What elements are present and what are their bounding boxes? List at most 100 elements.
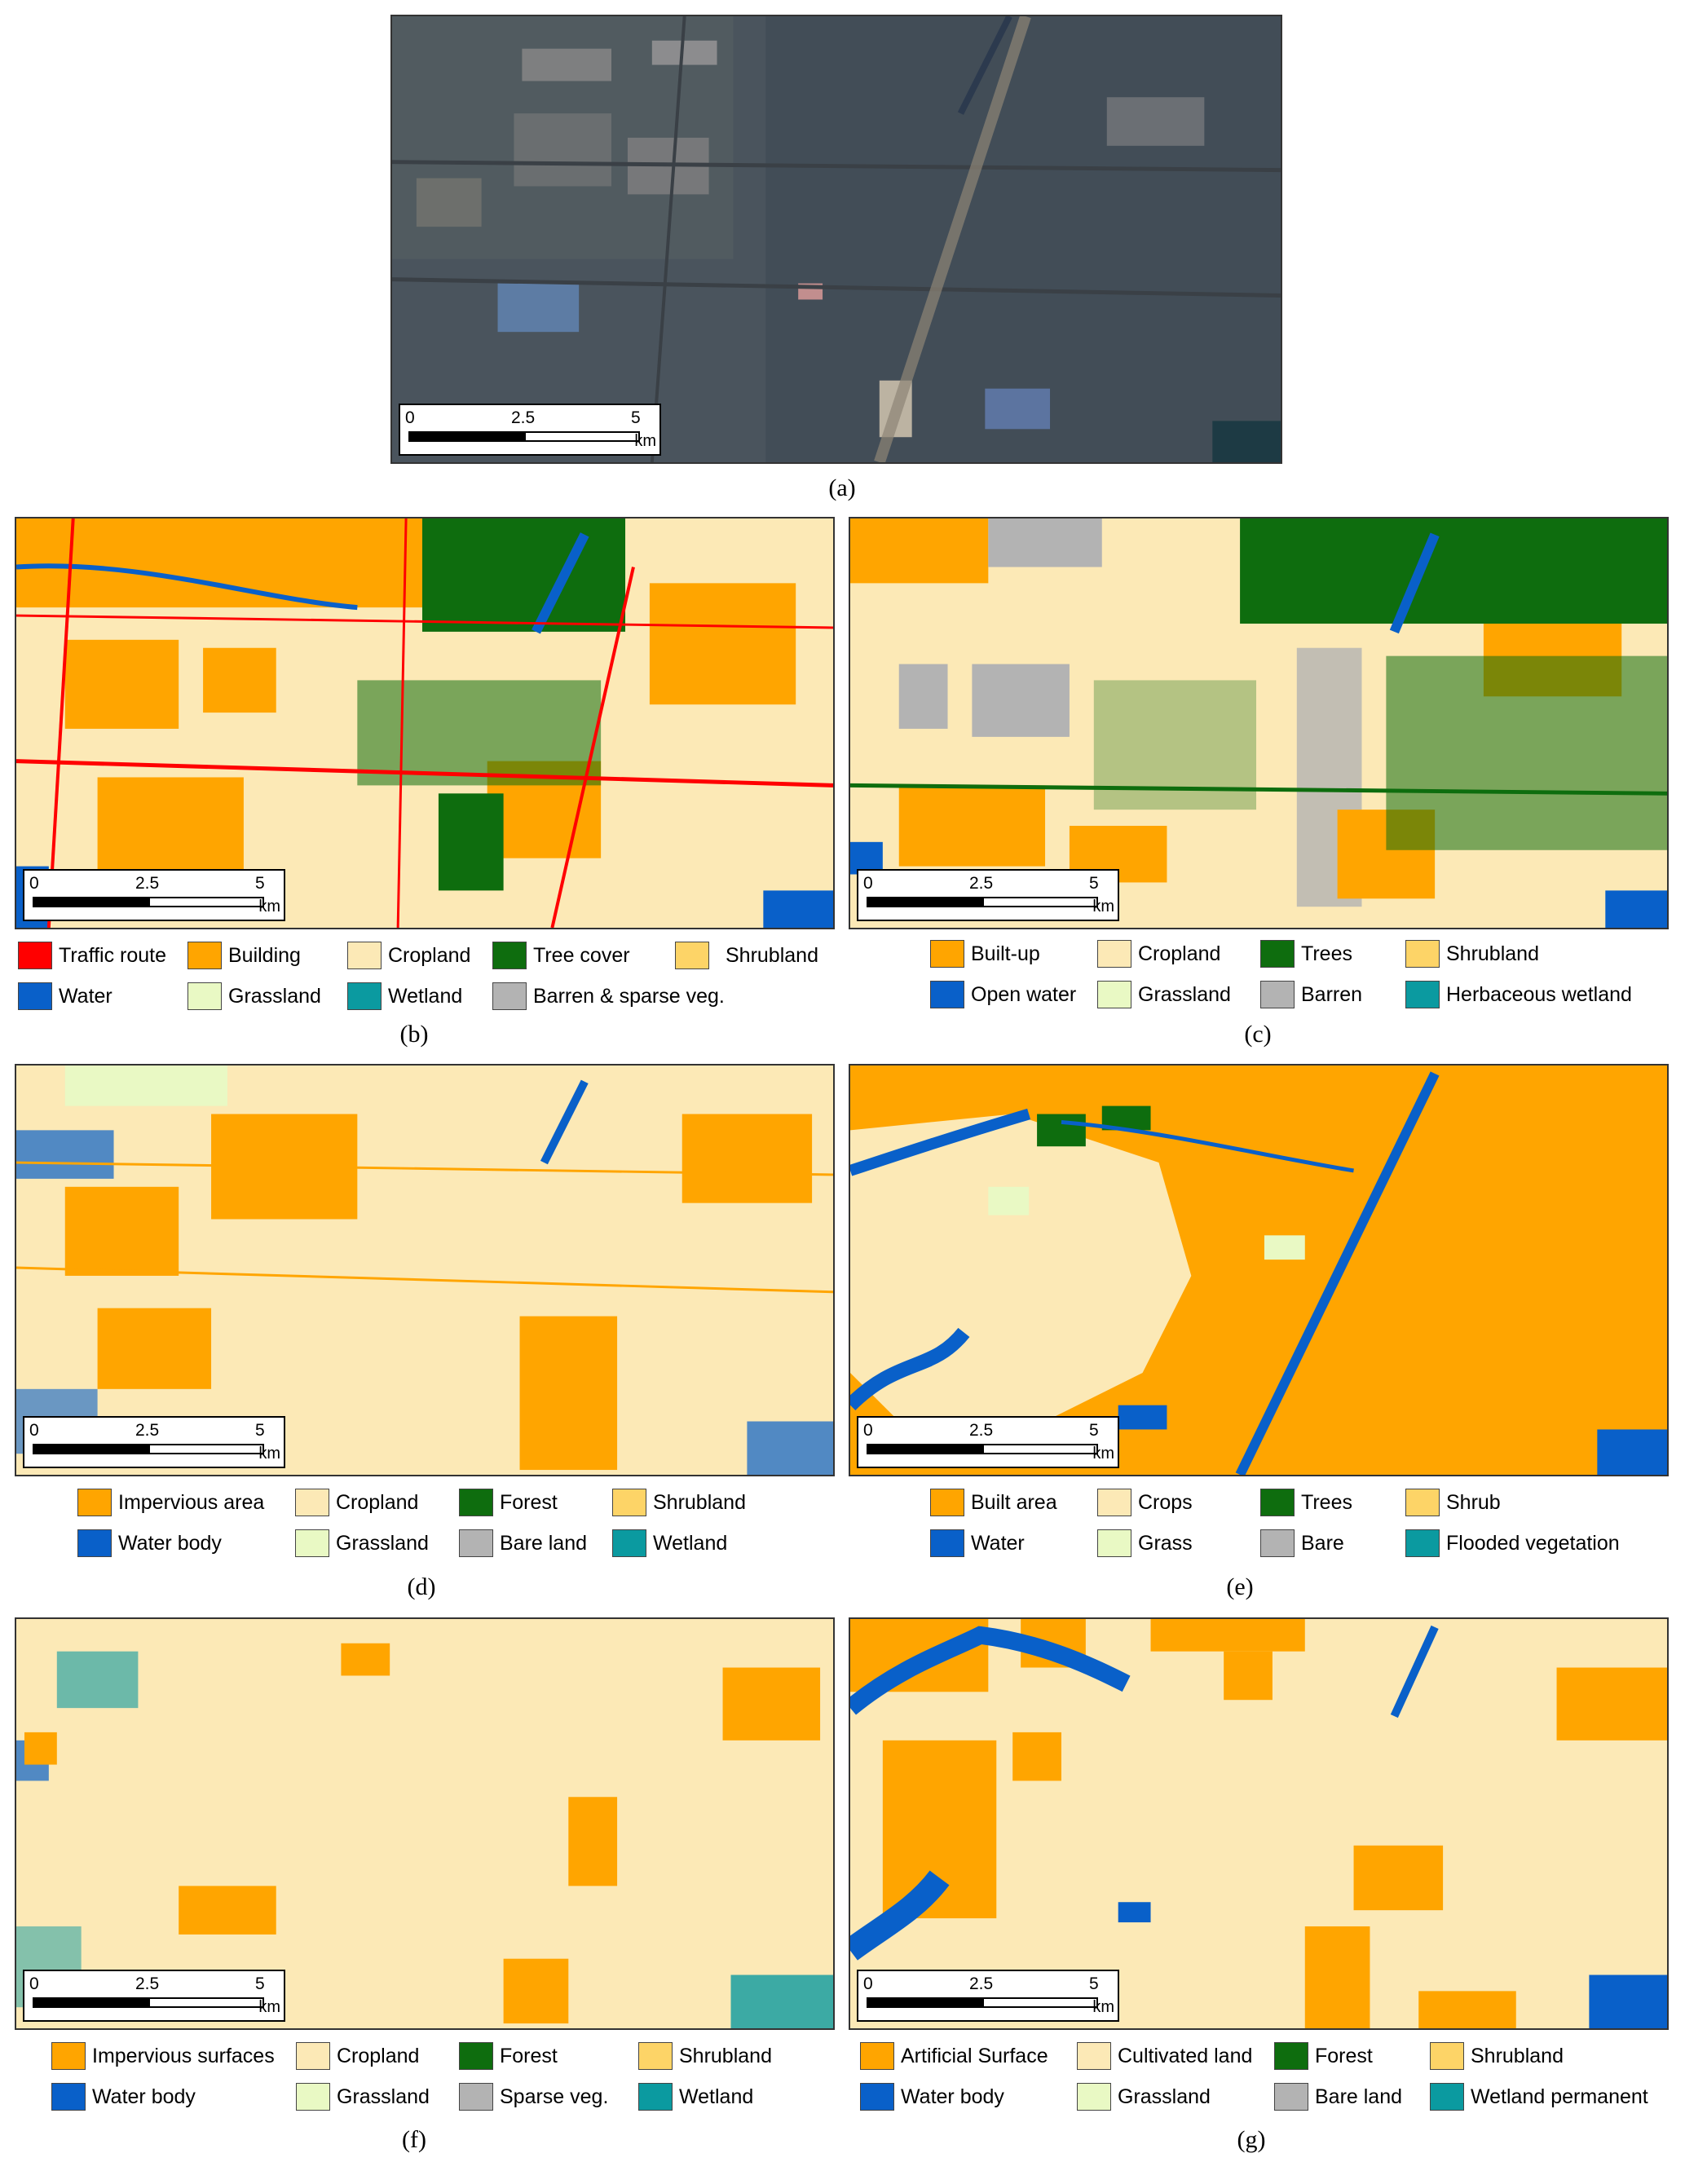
satellite-imagery bbox=[392, 16, 1281, 462]
legend-label: Cropland bbox=[337, 2044, 420, 2067]
legend-item: Wetland bbox=[612, 1529, 727, 1557]
legend-swatch bbox=[18, 982, 52, 1010]
scale-tick-5: 5 bbox=[255, 1974, 265, 1993]
legend-item: Wetland permanent bbox=[1430, 2083, 1648, 2111]
legend-label: Bare land bbox=[500, 1531, 588, 1555]
legend-item: Barren bbox=[1260, 981, 1362, 1008]
scale-unit: km bbox=[1092, 1445, 1114, 1463]
legend-item: Water bbox=[930, 1529, 1025, 1557]
legend-item: Shrubland bbox=[675, 942, 818, 969]
map-f-graphic bbox=[16, 1619, 833, 2028]
map-e-graphic bbox=[850, 1066, 1667, 1475]
legend-swatch bbox=[296, 2042, 330, 2070]
legend-label: Shrubland bbox=[1471, 2044, 1564, 2067]
legend-label: Shrubland bbox=[1446, 942, 1539, 965]
legend-swatch bbox=[612, 1529, 646, 1557]
legend-item: Wetland bbox=[347, 982, 462, 1010]
legend-label: Water bbox=[971, 1531, 1025, 1555]
legend-item: Barren & sparse veg. bbox=[492, 982, 725, 1010]
legend-e: Built area Crops Trees Shrub Water Grass… bbox=[849, 1489, 1669, 1562]
legend-item: Impervious area bbox=[77, 1489, 264, 1516]
scale-tick-5: 5 bbox=[255, 1421, 265, 1440]
legend-swatch bbox=[187, 982, 222, 1010]
legend-label: Wetland bbox=[653, 1531, 728, 1555]
legend-swatch bbox=[1077, 2083, 1111, 2111]
legend-item: Bare land bbox=[459, 1529, 587, 1557]
legend-item: Bare land bbox=[1274, 2083, 1402, 2111]
legend-label: Barren & sparse veg. bbox=[533, 984, 725, 1008]
scale-unit: km bbox=[258, 1445, 280, 1463]
caption-a: (a) bbox=[828, 474, 856, 501]
scale-segment-black bbox=[33, 1997, 148, 2008]
legend-swatch bbox=[459, 2083, 493, 2111]
legend-item: Sparse veg. bbox=[459, 2083, 608, 2111]
legend-swatch bbox=[347, 982, 382, 1010]
scale-segment-black bbox=[867, 1997, 982, 2008]
scale-segment-black bbox=[867, 897, 982, 907]
scale-tick-0: 0 bbox=[863, 1421, 873, 1440]
legend-swatch bbox=[930, 940, 964, 968]
legend-item: Flooded vegetation bbox=[1405, 1529, 1620, 1557]
legend-swatch bbox=[860, 2083, 894, 2111]
legend-item: Trees bbox=[1260, 940, 1352, 968]
legend-item: Shrubland bbox=[1430, 2042, 1564, 2070]
scale-unit: km bbox=[258, 1998, 280, 2016]
scale-segment-black bbox=[867, 1444, 982, 1454]
legend-swatch bbox=[1260, 981, 1295, 1008]
legend-label: Barren bbox=[1301, 982, 1363, 1006]
legend-swatch bbox=[1274, 2083, 1308, 2111]
scale-unit: km bbox=[1092, 1998, 1114, 2016]
legend-label: Flooded vegetation bbox=[1446, 1531, 1620, 1555]
scale-segment-white bbox=[982, 1997, 1098, 2008]
legend-label: Wetland bbox=[679, 2085, 754, 2108]
scale-tick-0: 0 bbox=[29, 874, 39, 893]
legend-label: Shrubland bbox=[726, 943, 818, 967]
legend-swatch bbox=[675, 942, 709, 969]
legend-label: Tree cover bbox=[533, 943, 630, 967]
legend-swatch bbox=[1405, 981, 1440, 1008]
legend-label: Impervious surfaces bbox=[92, 2044, 275, 2067]
legend-item: Water bbox=[18, 982, 112, 1010]
legend-item: Open water bbox=[930, 981, 1076, 1008]
legend-label: Wetland permanent bbox=[1471, 2085, 1648, 2108]
legend-swatch bbox=[347, 942, 382, 969]
scale-tick-5: 5 bbox=[631, 408, 641, 427]
legend-swatch bbox=[638, 2042, 673, 2070]
map-d-graphic bbox=[16, 1066, 833, 1475]
legend-label: Grassland bbox=[1138, 982, 1231, 1006]
legend-label: Sparse veg. bbox=[500, 2085, 609, 2108]
legend-label: Forest bbox=[500, 1490, 558, 1514]
legend-swatch bbox=[459, 1529, 493, 1557]
scale-tick-5: 5 bbox=[1089, 1974, 1099, 1993]
legend-label: Grassland bbox=[336, 1531, 429, 1555]
legend-swatch bbox=[1077, 2042, 1111, 2070]
scale-bar: 0 2.5 5 km bbox=[23, 869, 285, 921]
legend-swatch bbox=[77, 1529, 112, 1557]
legend-label: Crops bbox=[1138, 1490, 1193, 1514]
satellite-image-map: 0 2.5 5 km bbox=[390, 15, 1282, 464]
scale-tick-2-5: 2.5 bbox=[969, 874, 994, 893]
scale-tick-5: 5 bbox=[255, 874, 265, 893]
legend-label: Grassland bbox=[1118, 2085, 1211, 2108]
legend-swatch bbox=[1260, 1489, 1295, 1516]
scale-tick-5: 5 bbox=[1089, 1421, 1099, 1440]
scale-tick-2-5: 2.5 bbox=[135, 1974, 160, 1993]
legend-c: Built-up Cropland Trees Shrubland Open w… bbox=[849, 940, 1669, 1013]
caption-b: (b) bbox=[399, 1021, 429, 1048]
scale-tick-2-5: 2.5 bbox=[969, 1421, 994, 1440]
legend-swatch bbox=[930, 981, 964, 1008]
scale-unit: km bbox=[1092, 898, 1114, 916]
scale-unit: km bbox=[258, 898, 280, 916]
legend-swatch bbox=[295, 1529, 329, 1557]
map-g-graphic bbox=[850, 1619, 1667, 2028]
legend-label: Trees bbox=[1301, 1490, 1352, 1514]
legend-item: Water body bbox=[51, 2083, 196, 2111]
legend-item: Cropland bbox=[347, 942, 470, 969]
legend-swatch bbox=[459, 2042, 493, 2070]
legend-swatch bbox=[1430, 2083, 1464, 2111]
legend-item: Shrubland bbox=[1405, 940, 1539, 968]
legend-swatch bbox=[638, 2083, 673, 2111]
legend-item: Grassland bbox=[187, 982, 321, 1010]
scale-tick-5: 5 bbox=[1089, 874, 1099, 893]
legend-label: Traffic route bbox=[59, 943, 166, 967]
